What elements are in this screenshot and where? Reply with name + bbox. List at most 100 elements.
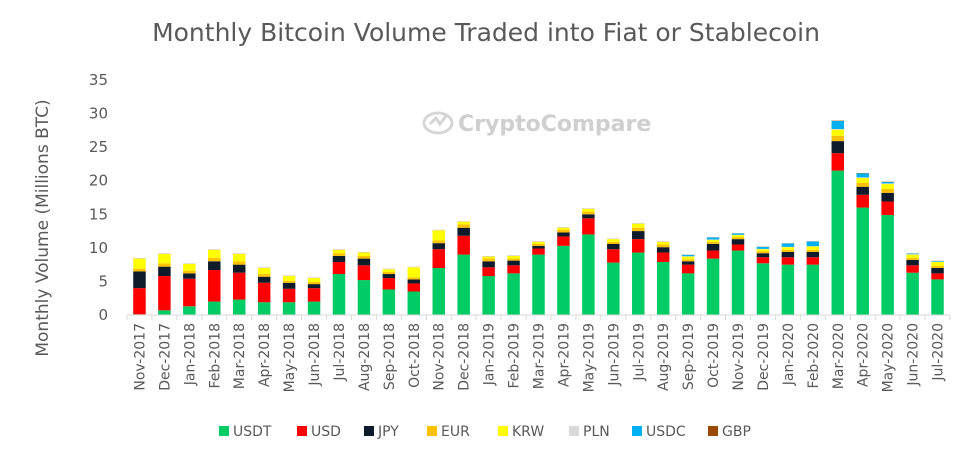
- bar-segment-usd: [781, 257, 795, 265]
- bar-segment-usd: [407, 283, 421, 292]
- bar-segment-krw: [931, 261, 944, 266]
- legend-swatch: [632, 426, 642, 436]
- bar-segment-usdt: [756, 263, 770, 315]
- bar-segment-usdc: [931, 260, 944, 262]
- x-tick-label: Oct-2019: [706, 323, 722, 388]
- bar-stack: [307, 277, 321, 315]
- bar-segment-usd: [507, 265, 520, 274]
- bar-stack: [656, 241, 670, 315]
- bar-segment-eur: [307, 282, 321, 285]
- bar-segment-usdt: [482, 276, 495, 315]
- bar-segment-krw: [158, 253, 171, 264]
- bar-segment-usd: [756, 257, 770, 264]
- bar-stack: [731, 233, 745, 315]
- bar-stack: [607, 238, 620, 315]
- bar-segment-krw: [856, 178, 869, 183]
- bar-segment-usdt: [507, 273, 520, 315]
- bar-segment-krw: [257, 268, 271, 275]
- bar-segment-usd: [931, 273, 944, 280]
- bar-segment-eur: [781, 249, 795, 252]
- bar-segment-usdt: [557, 245, 570, 315]
- bar-segment-eur: [158, 263, 171, 267]
- bar-stack: [906, 253, 919, 315]
- bar-segment-krw: [183, 263, 196, 271]
- bar-stack: [582, 208, 595, 315]
- bars: [133, 120, 944, 315]
- legend-item-eur: EUR: [427, 424, 470, 440]
- bar-segment-krw: [407, 267, 421, 278]
- bar-segment-usdc: [681, 254, 695, 257]
- bar-segment-krw: [332, 249, 346, 254]
- x-tick-label: Apr-2020: [856, 323, 872, 387]
- legend-label: GBP: [722, 424, 751, 440]
- bar-segment-usd: [232, 272, 246, 300]
- bar-segment-eur: [532, 243, 545, 246]
- bar-segment-usdc: [756, 246, 770, 249]
- legend-swatch: [427, 426, 437, 436]
- legend-swatch: [219, 426, 229, 436]
- bar-stack: [632, 223, 645, 315]
- bar-segment-usdt: [257, 302, 271, 315]
- bar-segment-usd: [133, 288, 146, 315]
- bar-segment-jpy: [457, 227, 470, 236]
- bar-segment-krw: [457, 221, 470, 225]
- bar-segment-eur: [257, 274, 271, 277]
- bar-segment-eur: [806, 249, 820, 252]
- bar-segment-eur: [931, 265, 944, 268]
- bar-segment-usd: [831, 153, 845, 171]
- bar-segment-eur: [457, 224, 470, 228]
- legend-label: EUR: [441, 424, 470, 440]
- bar-segment-usdt: [158, 310, 171, 315]
- chart-title: Monthly Bitcoin Volume Traded into Fiat …: [152, 18, 820, 47]
- bar-segment-eur: [756, 251, 770, 254]
- x-tick-label: Mar-2020: [831, 323, 847, 389]
- bar-segment-eur: [632, 227, 645, 232]
- bar-segment-krw: [681, 256, 695, 260]
- bar-segment-jpy: [183, 273, 196, 279]
- bar-segment-jpy: [507, 260, 520, 266]
- bar-segment-krw: [582, 208, 595, 212]
- bar-segment-eur: [183, 270, 196, 274]
- bar-segment-eur: [906, 257, 919, 260]
- bar-segment-krw: [232, 253, 246, 262]
- bar-segment-eur: [856, 182, 869, 187]
- x-tick-label: Dec-2019: [756, 323, 772, 391]
- bar-stack: [806, 241, 820, 315]
- bar-segment-usdc: [856, 173, 869, 178]
- bar-segment-usd: [906, 265, 919, 273]
- bar-segment-usd: [457, 235, 470, 255]
- bar-segment-usd: [607, 249, 620, 263]
- x-tick-label: Mar-2018: [232, 323, 248, 389]
- y-tick-label: 0: [98, 306, 108, 324]
- bar-segment-jpy: [307, 284, 321, 289]
- x-tick-label: Feb-2018: [207, 323, 223, 388]
- bar-segment-jpy: [781, 251, 795, 258]
- bar-stack: [357, 252, 371, 315]
- bar-segment-eur: [407, 277, 421, 280]
- bar-segment-eur: [507, 258, 520, 261]
- bar-segment-jpy: [706, 243, 720, 251]
- bar-segment-eur: [681, 259, 695, 262]
- bar-segment-usd: [806, 257, 820, 265]
- bar-segment-krw: [532, 241, 545, 244]
- bar-segment-jpy: [133, 271, 146, 289]
- legend-item-gbp: GBP: [708, 424, 751, 440]
- bar-segment-usd: [856, 194, 869, 208]
- bar-stack: [208, 249, 221, 315]
- bar-segment-krw: [706, 239, 720, 242]
- bar-segment-jpy: [831, 141, 845, 154]
- watermark-text: CryptoCompare: [458, 112, 651, 137]
- x-tick-label: Jun-2019: [606, 323, 622, 387]
- bar-segment-eur: [881, 188, 894, 193]
- y-tick-label: 30: [89, 105, 108, 123]
- bar-segment-eur: [382, 272, 396, 275]
- bar-segment-usd: [582, 218, 595, 235]
- bar-segment-usd: [656, 252, 670, 262]
- y-axis: 0 5 10 15 20 25 30 35: [89, 71, 108, 324]
- bar-segment-krw: [731, 235, 745, 238]
- bar-segment-krw: [632, 223, 645, 228]
- bar-segment-usdt: [407, 291, 421, 315]
- bar-stack: [232, 253, 246, 315]
- legend-label: USDC: [646, 424, 686, 440]
- x-axis: Nov-2017 Dec-2017 Jan-2018 Feb-2018 Mar-2018…: [126, 315, 951, 392]
